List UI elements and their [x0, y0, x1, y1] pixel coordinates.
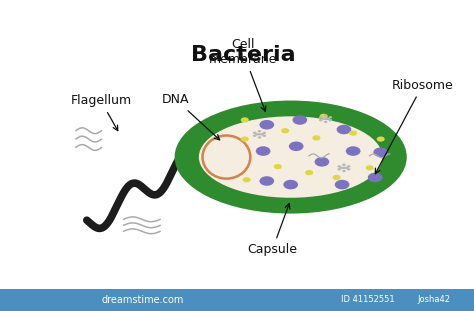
- Circle shape: [339, 167, 343, 169]
- Circle shape: [342, 167, 346, 169]
- Circle shape: [337, 165, 341, 168]
- Circle shape: [342, 170, 346, 172]
- Circle shape: [347, 165, 351, 168]
- FancyBboxPatch shape: [0, 289, 474, 311]
- Text: Bacteria: Bacteria: [191, 44, 295, 64]
- Ellipse shape: [174, 100, 407, 214]
- Circle shape: [374, 147, 388, 157]
- Circle shape: [283, 180, 298, 189]
- Circle shape: [259, 176, 274, 186]
- Circle shape: [347, 168, 351, 170]
- Circle shape: [312, 135, 320, 141]
- Circle shape: [346, 146, 361, 156]
- Circle shape: [368, 173, 383, 182]
- Text: Capsule: Capsule: [247, 204, 297, 256]
- Circle shape: [319, 119, 323, 121]
- Circle shape: [305, 170, 313, 175]
- Circle shape: [274, 164, 282, 169]
- Circle shape: [253, 132, 256, 134]
- Circle shape: [326, 118, 330, 120]
- Circle shape: [241, 137, 249, 142]
- Text: ID 41152551: ID 41152551: [341, 295, 395, 304]
- Circle shape: [319, 116, 323, 118]
- Circle shape: [258, 130, 261, 132]
- Circle shape: [319, 114, 328, 119]
- Circle shape: [255, 133, 259, 136]
- Circle shape: [324, 114, 328, 117]
- Circle shape: [328, 119, 332, 121]
- Circle shape: [258, 136, 261, 139]
- Text: Flagellum: Flagellum: [70, 94, 131, 131]
- Circle shape: [333, 175, 341, 180]
- Circle shape: [342, 164, 346, 166]
- Circle shape: [315, 157, 329, 167]
- Ellipse shape: [199, 116, 383, 198]
- Circle shape: [321, 118, 325, 120]
- Text: Ribosome: Ribosome: [375, 79, 454, 174]
- Circle shape: [289, 142, 303, 151]
- Circle shape: [292, 115, 307, 125]
- Circle shape: [259, 120, 274, 129]
- Circle shape: [328, 116, 332, 118]
- Circle shape: [241, 117, 249, 123]
- Circle shape: [258, 133, 261, 136]
- Circle shape: [281, 128, 289, 133]
- Circle shape: [260, 133, 264, 136]
- Circle shape: [324, 118, 328, 120]
- Circle shape: [263, 132, 266, 134]
- Circle shape: [253, 135, 256, 137]
- Circle shape: [337, 168, 341, 170]
- Circle shape: [337, 125, 351, 134]
- Circle shape: [263, 135, 266, 137]
- Text: DNA: DNA: [162, 93, 219, 140]
- Circle shape: [256, 146, 271, 156]
- Circle shape: [377, 137, 385, 142]
- Circle shape: [365, 165, 374, 170]
- Circle shape: [335, 180, 349, 189]
- Circle shape: [324, 121, 328, 123]
- Text: dreamstime.com: dreamstime.com: [101, 295, 183, 305]
- Circle shape: [345, 167, 348, 169]
- Circle shape: [349, 131, 357, 136]
- Circle shape: [243, 177, 251, 183]
- Text: Josha42: Josha42: [417, 295, 450, 304]
- Text: Cell
membrane: Cell membrane: [209, 38, 277, 111]
